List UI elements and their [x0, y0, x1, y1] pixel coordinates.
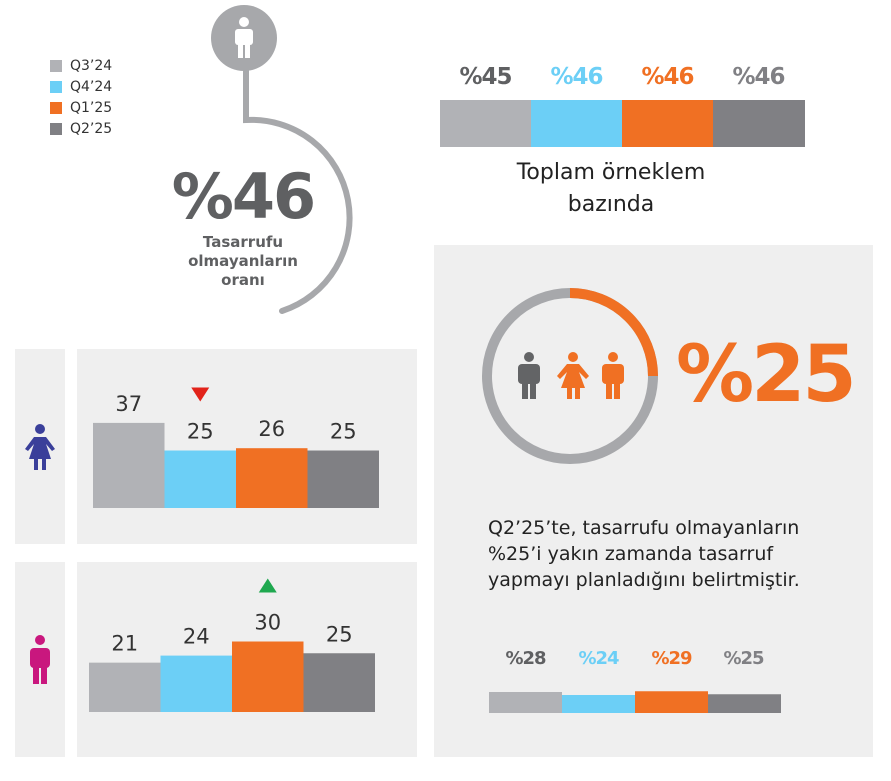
bar-value-label: 24 [183, 625, 210, 649]
plan-donut [482, 288, 658, 464]
person-icon [235, 17, 253, 58]
plan-paragraph: Q2’25’te, tasarrufu olmayanların %25’i y… [488, 515, 868, 593]
trend-up-icon [258, 578, 277, 593]
bar-Q2’25 [307, 450, 379, 508]
total-label-q4-24: %46 [550, 64, 603, 90]
bar-Q2’25 [708, 694, 781, 713]
caption-line: olmayanların [188, 252, 298, 270]
legend-label: Q3’24 [70, 58, 113, 74]
bar-Q2’25 [303, 653, 375, 712]
bar-Q1’25 [232, 641, 304, 712]
legend-label: Q1’25 [70, 100, 113, 116]
caption-line: oranı [221, 271, 265, 289]
bar-value-label: 25 [326, 622, 353, 646]
bar-value-label: 26 [258, 417, 285, 441]
total-label-q2-25: %46 [732, 64, 785, 90]
bar-value-label: 25 [187, 420, 214, 444]
female-icon-panel [15, 349, 65, 544]
total-bar-q1-25 [622, 100, 713, 147]
total-bar-q4-24 [531, 100, 622, 147]
male-icon [602, 352, 624, 399]
connector-arc [243, 65, 353, 314]
total-label-q1-25: %46 [641, 64, 694, 90]
bar-value-label: 25 [330, 420, 357, 444]
legend-item-q1-25: Q1’25 [50, 100, 112, 116]
female-icon [25, 424, 55, 470]
overall-value: %46 [171, 160, 316, 233]
plan-label-q4-24: %24 [578, 648, 619, 669]
plan-label-q3-24: %28 [505, 648, 546, 669]
paragraph-line: yapmayı planladığını belirtmiştir. [488, 569, 800, 591]
bar-Q3’24 [93, 422, 165, 508]
female-icon [557, 352, 589, 399]
bar-Q3’24 [489, 692, 562, 713]
legend-item-q2-25: Q2’25 [50, 121, 112, 137]
bar-Q4’24 [164, 450, 236, 508]
plan-label-q1-25: %29 [651, 648, 692, 669]
legend-label: Q4’24 [70, 79, 113, 95]
bar-Q1’25 [236, 448, 308, 508]
donut-value-arc [482, 288, 658, 464]
bar-Q4’24 [562, 695, 635, 713]
male-icon-panel [15, 562, 65, 757]
plan-label-q2-25: %25 [723, 648, 764, 669]
caption-line: Toplam örneklem [516, 160, 706, 185]
bar-Q1’25 [635, 691, 708, 713]
plan-value: %25 [676, 330, 857, 420]
bar-value-label: 21 [111, 632, 138, 656]
overall-caption: Tasarrufu olmayanların oranı [168, 233, 318, 290]
overall-graphic [211, 5, 353, 314]
female-bar-chart: 37 25 26 25 [93, 387, 379, 508]
bar-Q3’24 [89, 662, 161, 712]
bar-value-label: 30 [254, 611, 281, 635]
paragraph-line: Q2’25’te, tasarrufu olmayanların [488, 517, 800, 539]
paragraph-line: %25’i yakın zamanda tasarruf [488, 543, 774, 565]
total-label-q3-24: %45 [459, 64, 512, 90]
female-chart-panel: 37 25 26 25 [77, 349, 417, 544]
male-chart-panel: 21 24 30 25 [77, 562, 417, 757]
bar-Q4’24 [160, 655, 232, 712]
male-icon [30, 635, 50, 684]
legend-item-q3-24: Q3’24 [50, 58, 112, 74]
total-caption: Toplam örneklem bazında [480, 157, 742, 221]
caption-line: Tasarrufu [202, 233, 284, 251]
bar-value-label: 37 [115, 392, 142, 416]
total-bar-q2-25 [713, 100, 805, 147]
total-bar-q3-24 [440, 100, 531, 147]
legend-label: Q2’25 [70, 121, 113, 137]
male-bar-chart: 21 24 30 25 [89, 578, 375, 712]
caption-line: bazında [567, 192, 655, 217]
legend-item-q4-24: Q4’24 [50, 79, 112, 95]
plan-panel [434, 245, 873, 757]
plan-bar-chart [489, 691, 781, 713]
person-icon [518, 352, 540, 399]
trend-down-icon [191, 387, 210, 402]
